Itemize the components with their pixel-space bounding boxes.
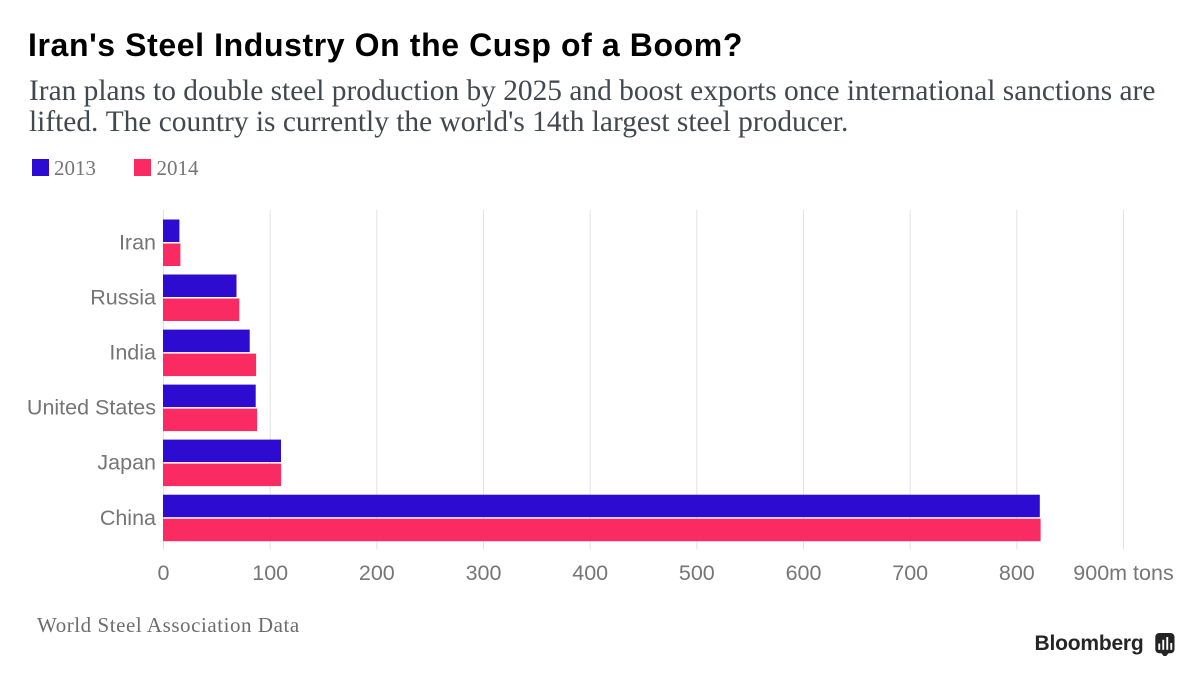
svg-text:500: 500 [679, 561, 715, 585]
svg-text:Iran: Iran [119, 231, 156, 255]
svg-text:India: India [109, 341, 156, 365]
svg-text:800: 800 [999, 561, 1035, 585]
svg-text:100: 100 [252, 561, 288, 585]
svg-text:600: 600 [786, 561, 822, 585]
svg-text:0: 0 [158, 561, 170, 585]
svg-text:900m tons: 900m tons [1073, 561, 1173, 585]
svg-text:Russia: Russia [90, 286, 156, 310]
svg-text:United States: United States [27, 396, 156, 420]
svg-text:Japan: Japan [97, 451, 156, 475]
svg-text:200: 200 [359, 561, 395, 585]
svg-text:China: China [100, 506, 156, 530]
svg-text:300: 300 [466, 561, 502, 585]
svg-text:400: 400 [572, 561, 608, 585]
svg-text:700: 700 [892, 561, 928, 585]
